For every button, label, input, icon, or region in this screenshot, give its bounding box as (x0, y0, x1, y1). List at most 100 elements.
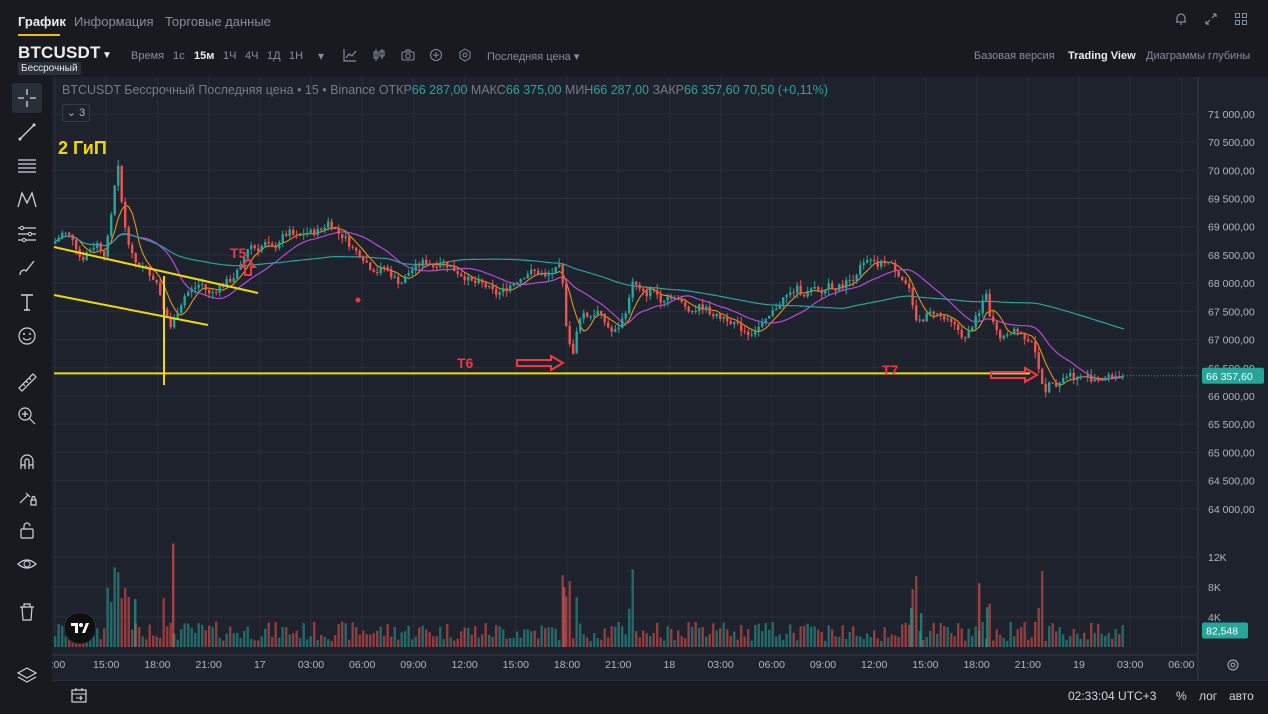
log-toggle[interactable]: лог (1199, 689, 1218, 703)
candle-body (299, 235, 302, 237)
candle-body (372, 269, 375, 273)
brush-tool-icon[interactable] (12, 253, 42, 283)
lock-drawing-icon[interactable] (12, 481, 42, 511)
candle-body (201, 284, 204, 286)
text-tool-icon[interactable] (12, 287, 42, 317)
volume-bar (172, 543, 175, 647)
camera-icon[interactable] (400, 48, 416, 64)
candle-body (351, 246, 354, 248)
candle-body (411, 270, 414, 273)
candle-body (789, 292, 792, 296)
volume-bar (866, 633, 869, 647)
volume-bar (670, 628, 673, 647)
last-volume-tag (1202, 622, 1248, 639)
volume-bar (295, 630, 298, 647)
tab-information[interactable]: Информация (74, 14, 154, 29)
candle-body (544, 274, 547, 277)
volume-bar (852, 626, 855, 647)
volume-bar (99, 639, 102, 647)
horizontal-lines-tool-icon[interactable] (12, 151, 42, 181)
candle-body (89, 249, 92, 253)
timeframe-1d[interactable]: 1Д (267, 50, 281, 62)
timeframe-15m[interactable]: 15м (194, 50, 215, 62)
magnet-icon[interactable] (12, 447, 42, 477)
volume-bar (313, 621, 316, 647)
tab-chart[interactable]: График (18, 14, 66, 29)
symbol-name[interactable]: BTCUSDT (18, 43, 101, 62)
candle-body (407, 272, 410, 276)
bell-icon[interactable] (1173, 12, 1189, 28)
volume-bar (362, 630, 365, 647)
tradingview-logo[interactable] (64, 612, 96, 644)
volume-bar (54, 636, 57, 647)
pattern-tool-icon[interactable] (12, 185, 42, 215)
trendline-tool-icon[interactable] (12, 117, 42, 147)
eye-icon[interactable] (12, 549, 42, 579)
candle-body (565, 283, 568, 326)
legend-change: 70,50 (+0,11%) (743, 83, 828, 97)
volume-bar (393, 626, 396, 647)
zoom-in-icon[interactable] (12, 401, 42, 431)
candle-body (743, 330, 746, 332)
candle-body (432, 264, 435, 268)
candle-body (187, 292, 190, 296)
candle-body (1072, 372, 1075, 380)
candle-body (747, 331, 750, 336)
expand-icon[interactable] (1203, 12, 1219, 28)
indicators-collapse-button[interactable]: ⌄ 3 (62, 104, 90, 122)
candle-body (596, 310, 599, 316)
volume-bar (292, 633, 295, 647)
timeframe-1h[interactable]: 1Ч (223, 50, 237, 62)
volume-bar (1027, 639, 1030, 647)
projection-tool-icon[interactable] (12, 219, 42, 249)
candle-body (852, 280, 855, 282)
trash-icon[interactable] (12, 597, 42, 627)
timeframe-1w[interactable]: 1Н (289, 50, 304, 62)
volume-bar (166, 626, 169, 647)
unlock-icon[interactable] (12, 515, 42, 545)
crosshair-tool-icon[interactable] (12, 83, 42, 113)
volume-tick-label: 4K (1208, 612, 1221, 624)
candle-type-icon[interactable] (371, 48, 387, 64)
emoji-tool-icon[interactable] (12, 321, 42, 351)
volume-bar (817, 629, 820, 647)
candle-body (509, 285, 512, 291)
view-depth-chart[interactable]: Диаграммы глубины (1146, 50, 1251, 62)
timeframe-more-icon[interactable]: ▾ (317, 49, 325, 63)
candle-body (582, 312, 585, 319)
candle-body (593, 315, 596, 317)
candle-body (645, 290, 648, 297)
volume-bar (687, 622, 690, 647)
candle-body (943, 316, 946, 320)
view-basic[interactable]: Базовая версия (974, 50, 1055, 62)
timeframe-4h[interactable]: 4Ч (245, 50, 259, 62)
symbol-dropdown-icon[interactable]: ▼ (102, 50, 112, 61)
grid-icon[interactable] (1233, 12, 1249, 28)
layers-icon[interactable] (12, 661, 42, 691)
volume-bar (563, 587, 566, 647)
legend-close-key: ЗАКР (652, 83, 684, 97)
view-tradingview[interactable]: Trading View (1068, 50, 1136, 62)
timeframe-1s[interactable]: 1с (173, 50, 185, 62)
auto-toggle[interactable]: авто (1229, 689, 1254, 703)
settings-icon[interactable] (457, 48, 473, 64)
volume-bar (645, 633, 648, 647)
volume-bar (260, 636, 263, 647)
indicator-chart-icon[interactable] (342, 48, 358, 64)
price-tick-label: 64 000,00 (1208, 504, 1255, 516)
volume-bar (610, 626, 613, 647)
candle-body (635, 281, 638, 285)
add-icon[interactable] (428, 48, 444, 64)
volume-bar (124, 587, 127, 647)
ruler-tool-icon[interactable] (12, 367, 42, 397)
price-type-select[interactable]: Последняя цена ▾ (487, 51, 580, 63)
candle-body (624, 313, 627, 319)
chart-area[interactable] (52, 77, 1268, 680)
percent-toggle[interactable]: % (1176, 689, 1187, 703)
candle-body (572, 343, 575, 354)
volume-bar (96, 628, 99, 647)
volume-bar (1034, 621, 1037, 647)
calendar-range-icon[interactable] (70, 686, 88, 709)
tab-trading-data[interactable]: Торговые данные (165, 14, 271, 29)
